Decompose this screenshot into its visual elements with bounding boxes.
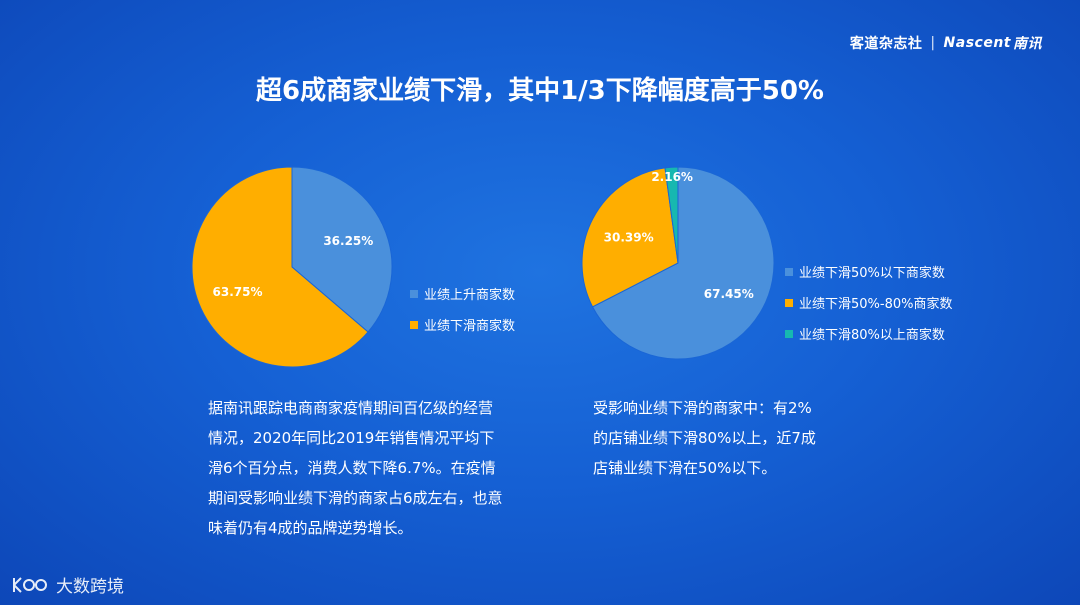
legend-swatch <box>410 320 418 329</box>
paragraph-line: 据南讯跟踪电商商家疫情期间百亿级的经营 <box>208 399 494 417</box>
legend-label: 业绩下滑80%以上商家数 <box>799 328 945 343</box>
legend-left: 业绩上升商家数 业绩下滑商家数 <box>410 278 515 340</box>
pie-slice-label: 63.75% <box>213 285 263 299</box>
legend-label: 业绩上升商家数 <box>424 288 516 303</box>
legend-item: 业绩下滑80%以上商家数 <box>785 318 952 349</box>
legend-swatch <box>785 267 793 276</box>
pie-slice <box>664 166 679 264</box>
paragraph-line: 期间受影响业绩下滑的商家占6成左右，也意 <box>208 489 503 507</box>
paragraph-line: 滑6个百分点，消费人数下降6.7%。在疫情 <box>208 459 496 477</box>
brand-en: Nascent <box>943 35 1011 51</box>
pie-chart-right: 67.45% 30.39% 2.16% <box>581 166 775 360</box>
pie-slice <box>581 167 679 308</box>
paragraph-right: 受影响业绩下滑的商家中：有2% 的店铺业绩下滑80%以上，近7成 店铺业绩下滑在50… <box>593 393 816 483</box>
paragraph-line: 味着仍有4成的品牌逆势增长。 <box>208 519 413 537</box>
legend-label: 业绩下滑50%-80%商家数 <box>799 297 953 312</box>
legend-label: 业绩下滑50%以下商家数 <box>799 266 945 281</box>
brand-separator: | <box>930 35 936 51</box>
paragraph-line: 的店铺业绩下滑80%以上，近7成 <box>593 429 816 447</box>
page-title: 超6成商家业绩下滑，其中1/3下降幅度高于50% <box>255 76 824 106</box>
pie-slice <box>191 166 369 368</box>
legend-swatch <box>785 329 793 338</box>
brand-cn: 客道杂志社 <box>849 36 923 52</box>
legend-item: 业绩下滑50%-80%商家数 <box>785 287 952 318</box>
legend-swatch <box>785 298 793 307</box>
footer-logo: 大数跨境 <box>12 572 124 597</box>
brand-en-cn: 南讯 <box>1013 36 1042 52</box>
footer-logo-text: 大数跨境 <box>56 577 124 597</box>
paragraph-left: 据南讯跟踪电商商家疫情期间百亿级的经营 情况，2020年同比2019年销售情况平均… <box>208 393 503 543</box>
legend-item: 业绩下滑商家数 <box>410 309 515 340</box>
pie-slice <box>291 166 393 333</box>
paragraph-line: 受影响业绩下滑的商家中：有2% <box>593 399 812 417</box>
pie-slice <box>591 166 775 360</box>
pie-slice-label: 30.39% <box>604 230 654 244</box>
kudo-logo-icon <box>13 576 47 593</box>
pie-slice-label: 36.25% <box>323 234 373 248</box>
legend-right: 业绩下滑50%以下商家数 业绩下滑50%-80%商家数 业绩下滑80%以上商家数 <box>785 256 952 349</box>
paragraph-line: 店铺业绩下滑在50%以下。 <box>593 459 777 477</box>
paragraph-line: 情况，2020年同比2019年销售情况平均下 <box>208 429 495 447</box>
brand: 客道杂志社 | Nascent 南讯 <box>850 33 1042 53</box>
legend-item: 业绩下滑50%以下商家数 <box>785 256 952 287</box>
legend-label: 业绩下滑商家数 <box>424 319 516 334</box>
pie-slice-label: 2.16% <box>651 170 693 184</box>
legend-item: 业绩上升商家数 <box>410 278 515 309</box>
pie-slice-label: 67.45% <box>704 287 754 301</box>
legend-swatch <box>410 289 418 298</box>
pie-chart-left: 36.25% 63.75% <box>191 166 393 368</box>
